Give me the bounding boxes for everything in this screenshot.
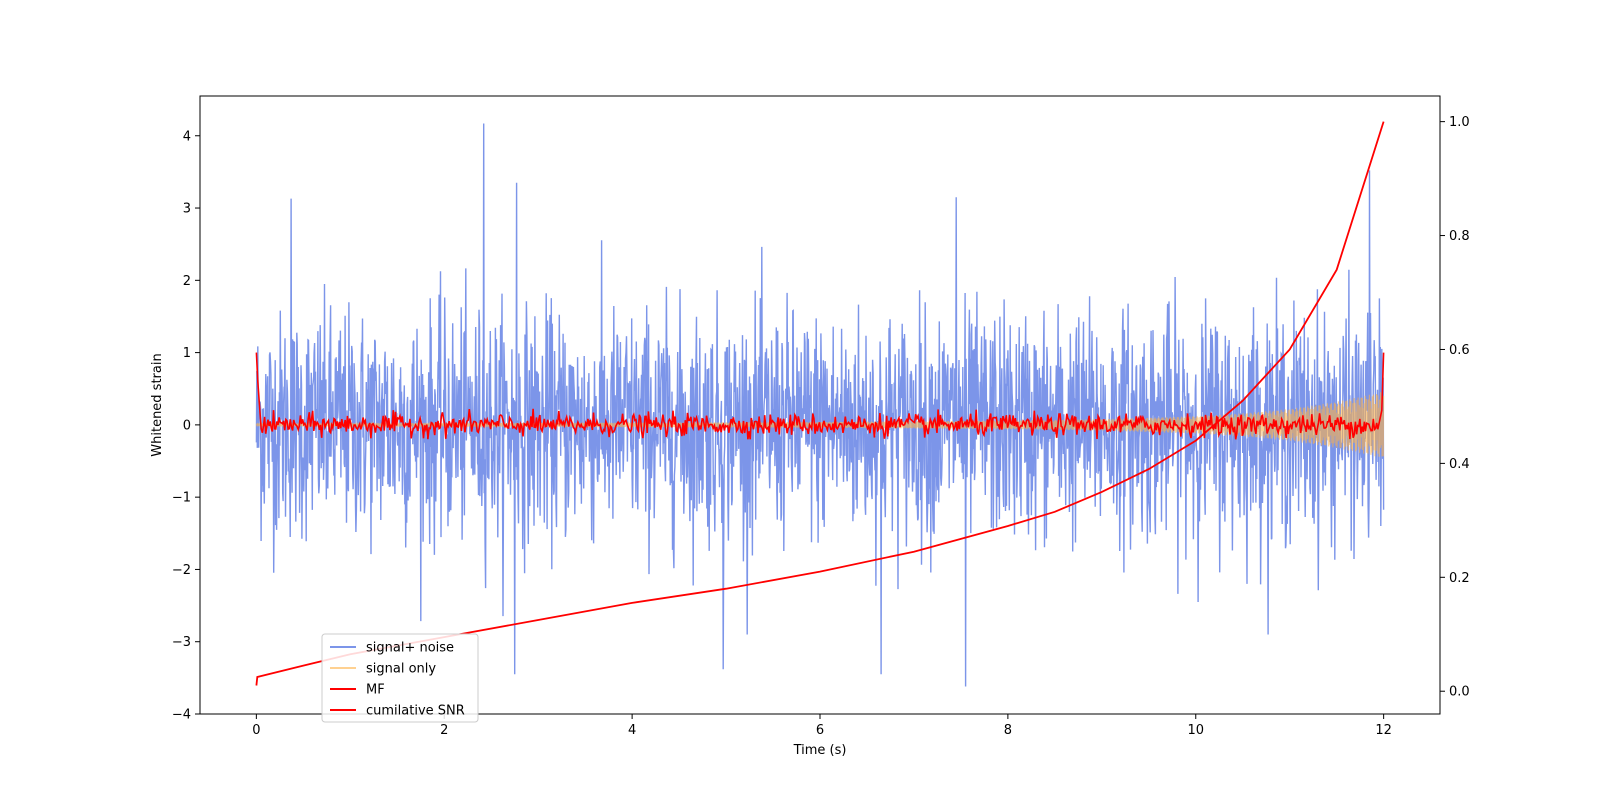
signal-noise-series [255,123,1385,687]
y-tick-label: 4 [183,129,191,144]
legend-label-signal-only: signal only [366,662,436,677]
x-tick-label: 2 [440,723,448,738]
y-tick-label: 1 [183,346,191,361]
y2-tick-label: 0.2 [1449,571,1470,586]
x-tick-label: 0 [252,723,260,738]
x-tick-label: 10 [1187,723,1204,738]
y-tick-label: −4 [172,708,191,723]
y-tick-label: 2 [183,274,191,289]
y2-tick-label: 1.0 [1449,115,1470,130]
x-tick-label: 8 [1004,723,1012,738]
x-axis: 0 2 4 6 8 10 12 [252,714,1392,738]
signal-noise-line [255,123,1385,687]
legend-label-mf: MF [366,683,385,698]
y-axis-title: Whitened strain [150,353,165,456]
y-tick-label: −2 [172,563,191,578]
y2-tick-label: 0.0 [1449,685,1470,700]
y-tick-label: −1 [172,491,191,506]
y-tick-label: 3 [183,202,191,217]
y-axis-left: −4 −3 −2 −1 0 1 2 3 4 [172,129,200,723]
legend-box [321,633,479,723]
x-tick-label: 12 [1375,723,1392,738]
x-axis-title: Time (s) [793,743,847,758]
y-tick-label: 0 [183,418,191,433]
y2-tick-label: 0.8 [1449,229,1470,244]
y-axis-right: 0.0 0.2 0.4 0.6 0.8 1.0 [1440,115,1470,700]
y-tick-label: −3 [172,635,191,650]
mf-line [255,352,1385,440]
x-tick-label: 6 [816,723,824,738]
y2-tick-label: 0.4 [1449,457,1470,472]
legend: signal+ noise signal only MF cumilative SNR [321,633,479,723]
y2-tick-label: 0.6 [1449,343,1470,358]
legend-label-signal-noise: signal+ noise [366,641,454,656]
legend-label-cumulative-snr: cumilative SNR [366,704,465,719]
x-tick-label: 4 [628,723,636,738]
mf-series [255,352,1385,440]
